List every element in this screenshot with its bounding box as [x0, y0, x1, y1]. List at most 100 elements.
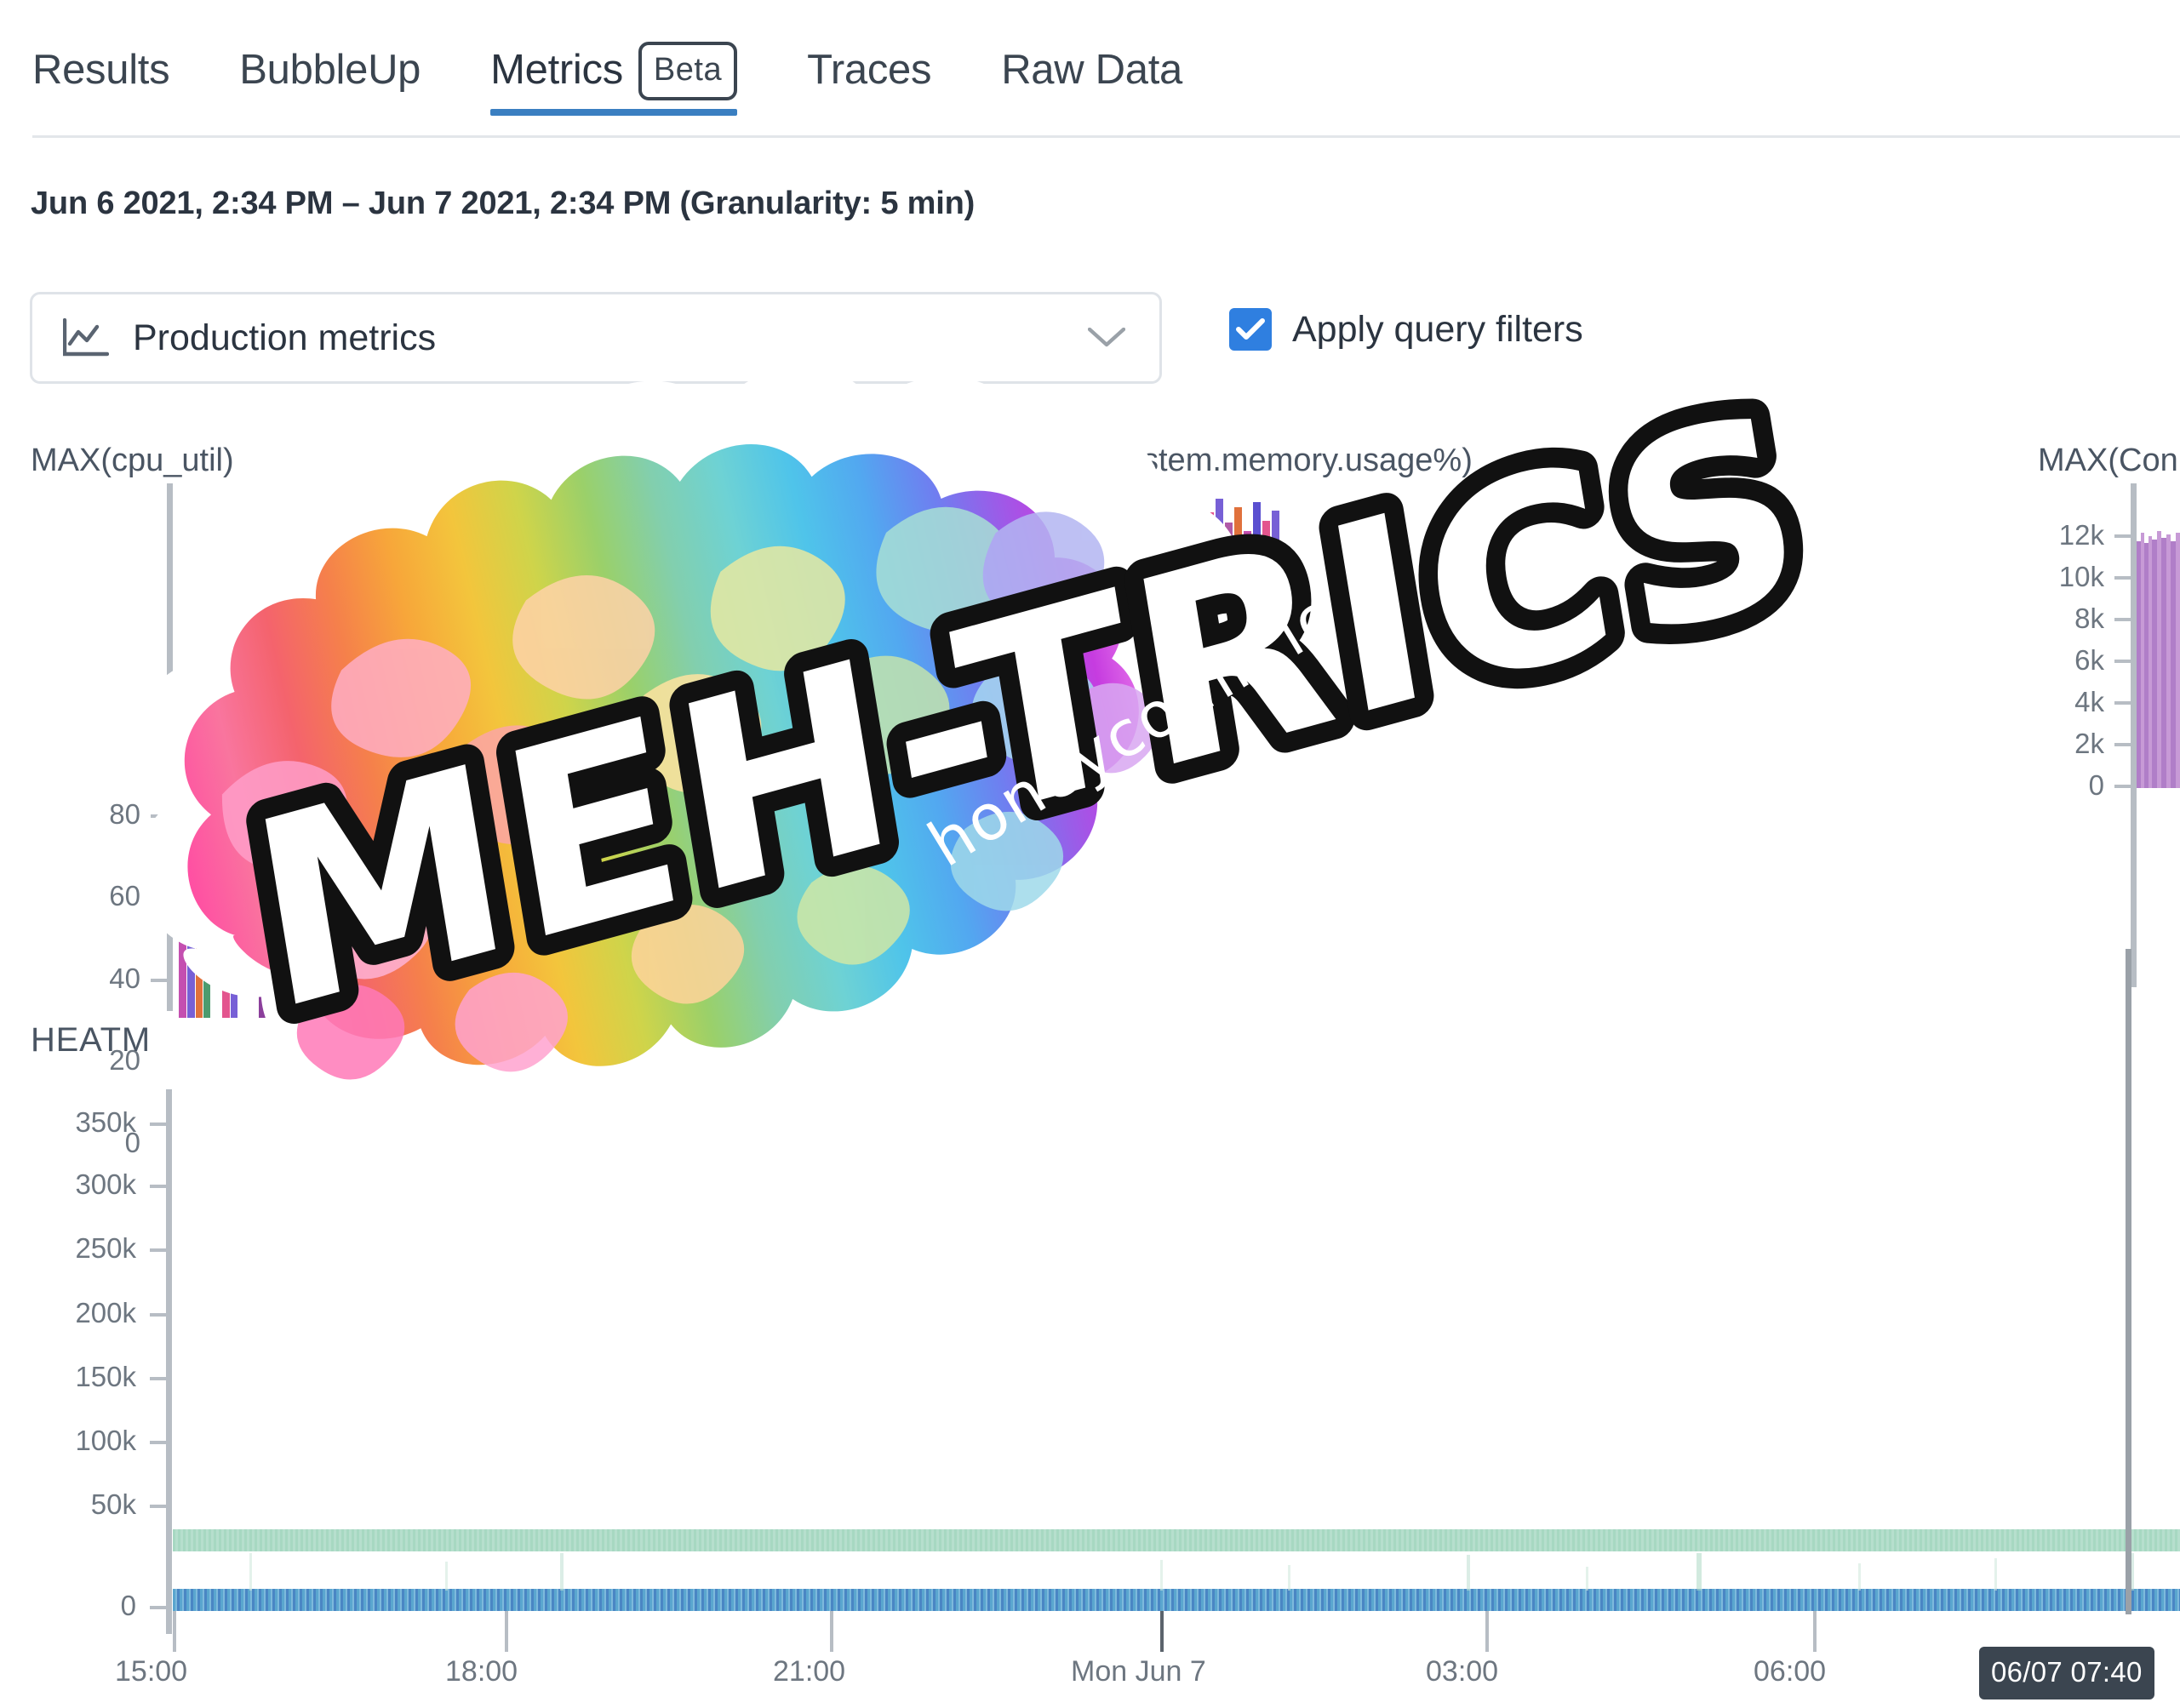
tab-bubbleup[interactable]: BubbleUp: [239, 24, 456, 116]
heatmap-band-green: [173, 1529, 2180, 1551]
chart-title: MAX(cpu_util): [31, 443, 234, 478]
chevron-down-icon: [1087, 327, 1126, 348]
heatmap-hover-tooltip: 06/07 07:40: [1979, 1647, 2154, 1699]
bar: [2141, 533, 2144, 788]
y-tick-label: 4k: [2074, 686, 2104, 717]
bar: [439, 917, 446, 1018]
bar: [1150, 509, 1158, 628]
bar: [695, 841, 703, 1018]
heatmap-band-blue: [173, 1589, 2180, 1611]
y-tick: [151, 814, 169, 818]
y-tick: [150, 1122, 169, 1126]
bar: [705, 861, 712, 1018]
y-tick-label: 0: [120, 1590, 136, 1621]
apply-query-filters-row[interactable]: Apply query filters: [1229, 308, 1583, 351]
y-tick: [150, 1313, 169, 1317]
bar: [179, 924, 186, 1018]
x-tick-label: 21:00: [773, 1655, 846, 1688]
y-tick-label: 40: [109, 963, 140, 994]
bar: [553, 861, 561, 1018]
x-tick-label: Mon Jun 7: [1071, 1655, 1206, 1688]
bar: [2171, 541, 2176, 788]
bar: [526, 763, 535, 1018]
bar: [720, 774, 728, 1018]
bar: [1244, 531, 1251, 628]
apply-query-filters-label: Apply query filters: [1292, 308, 1583, 350]
x-tick: [173, 1611, 176, 1652]
apply-query-filters-checkbox[interactable]: [1229, 308, 1272, 351]
y-tick: [151, 979, 169, 982]
bar-series-cpu-util: [175, 483, 976, 1018]
heatmap-crosshair: [2126, 949, 2131, 1614]
y-axis-line: [2131, 483, 2137, 987]
y-tick: [150, 1606, 169, 1609]
y-tick-label: 150k: [75, 1361, 136, 1392]
y-tick-label: 0: [2088, 769, 2104, 801]
y-tick: [2114, 618, 2133, 621]
bar: [516, 873, 524, 1018]
chart-title: MAX(Con: [2038, 443, 2178, 478]
y-tick: [2114, 534, 2133, 538]
tab-list: Results BubbleUp Metrics Beta Traces Raw…: [32, 24, 1252, 116]
bar: [2176, 533, 2180, 788]
bar: [1159, 526, 1167, 628]
y-tick: [2114, 743, 2133, 746]
bar: [1272, 511, 1279, 628]
heatmap-y-axis-line: [166, 1089, 172, 1634]
x-tick: [1813, 1611, 1817, 1652]
tab-traces[interactable]: Traces: [807, 24, 967, 116]
x-tick: [830, 1611, 833, 1652]
bar: [591, 763, 598, 1018]
y-tick-label: 10k: [2058, 561, 2104, 592]
bar: [2166, 534, 2171, 788]
bar: [626, 868, 633, 1018]
bar: [222, 907, 230, 1018]
bar: [403, 895, 410, 1018]
y-tick-label: 80: [109, 798, 140, 830]
y-tick: [2114, 660, 2133, 663]
x-tick-label: 06:00: [1754, 1655, 1827, 1688]
bar: [1169, 500, 1176, 628]
y-tick-label: 2k: [2074, 728, 2104, 759]
bar: [639, 832, 647, 1018]
tab-bar-divider: [32, 135, 2180, 138]
y-tick: [2114, 785, 2133, 788]
chart-panel-connections: MAX(Con 12k 10k 8k 6k 4k 2k 0: [2009, 443, 2180, 987]
bar: [2157, 531, 2161, 788]
bar-series-connections: [2137, 483, 2180, 788]
bar: [363, 909, 369, 1018]
bar: [2161, 538, 2166, 788]
tab-label: BubbleUp: [239, 47, 421, 93]
time-range-label: Jun 6 2021, 2:34 PM – Jun 7 2021, 2:34 P…: [31, 186, 976, 221]
tab-results[interactable]: Results: [32, 24, 205, 116]
y-axis-line: [167, 483, 173, 1011]
beta-badge: Beta: [638, 41, 738, 100]
tab-raw-data[interactable]: Raw Data: [1001, 24, 1218, 116]
tab-label: Traces: [807, 47, 932, 93]
y-tick: [150, 1185, 169, 1188]
tab-bar: Results BubbleUp Metrics Beta Traces Raw…: [0, 0, 2180, 138]
bar: [1197, 528, 1204, 628]
tab-metrics[interactable]: Metrics Beta: [490, 24, 773, 116]
bar: [535, 795, 543, 1018]
metrics-chart-row: MAX(cpu_util) 80 60 40 20 0: [0, 434, 2180, 1158]
y-tick: [2114, 576, 2133, 580]
y-tick: [2114, 701, 2133, 705]
y-tick-label: 100k: [75, 1425, 136, 1456]
chart-panel-memory-usage: MAX(system.memory.usage%): [1004, 443, 2009, 987]
bar-series-memory-usage: [1141, 483, 1328, 628]
bar: [1225, 523, 1233, 628]
chart-panel-cpu-util: MAX(cpu_util) 80 60 40 20 0: [0, 434, 1004, 1158]
bar: [276, 916, 283, 1018]
y-tick-label: 50k: [90, 1488, 136, 1520]
bar: [346, 860, 353, 1018]
tab-label: Metrics: [490, 47, 623, 93]
bar: [1187, 506, 1195, 628]
bar: [581, 718, 590, 1018]
bar: [187, 892, 195, 1018]
bar: [316, 923, 323, 1018]
bar: [1216, 499, 1223, 628]
heatmap-title: HEATM: [31, 1021, 152, 1059]
metrics-dataset-dropdown[interactable]: Production metrics: [30, 292, 1162, 384]
